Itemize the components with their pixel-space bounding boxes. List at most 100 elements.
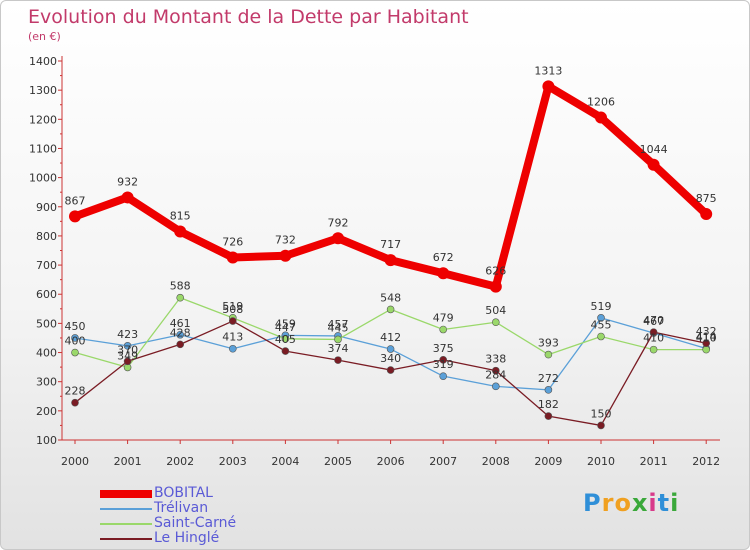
data-label-saint-carne: 410 (643, 332, 664, 345)
data-point-le-hingle (491, 366, 500, 375)
data-point-bobital (437, 267, 450, 280)
logo-letter: o (614, 489, 632, 517)
y-tick-label: 1300 (29, 84, 57, 97)
data-label-saint-carne: 588 (170, 280, 191, 293)
data-point-le-hingle (229, 317, 237, 325)
data-point-saint-carne (491, 318, 500, 327)
legend-swatch (100, 522, 152, 525)
data-label-saint-carne: 410 (696, 332, 717, 345)
y-tick-label: 700 (36, 259, 57, 272)
legend-item: Le Hinglé (100, 531, 236, 546)
data-label-bobital: 672 (433, 251, 454, 264)
data-label-saint-carne: 349 (117, 349, 138, 362)
data-point-saint-carne (281, 335, 290, 343)
data-label-bobital: 626 (485, 265, 506, 278)
x-tick-label: 2000 (61, 455, 89, 468)
data-point-saint-carne (649, 345, 658, 354)
data-point-le-hingle (439, 356, 448, 364)
x-tick-label: 2010 (587, 455, 615, 468)
legend-swatch (100, 537, 152, 540)
data-point-bobital (542, 80, 555, 93)
data-label-trelivan: 414 (696, 330, 717, 343)
proxiti-logo: Proxiti (583, 489, 679, 517)
data-point-bobital (647, 158, 660, 171)
data-point-saint-carne (386, 305, 395, 314)
data-point-trelivan (597, 314, 605, 322)
data-label-le-hingle: 182 (538, 398, 559, 411)
data-label-bobital: 792 (328, 216, 349, 229)
legend-swatch (100, 507, 152, 510)
unit-label: (en €) (28, 30, 61, 43)
data-label-trelivan: 461 (170, 317, 191, 330)
legend: BOBITAL Trélivan Saint-Carné Le Hinglé (100, 486, 236, 546)
x-tick-label: 2006 (377, 455, 405, 468)
data-point-trelivan (229, 344, 237, 353)
y-tick-label: 300 (36, 376, 57, 389)
data-label-le-hingle: 405 (275, 333, 296, 346)
data-label-le-hingle: 228 (65, 385, 86, 398)
data-point-le-hingle (702, 339, 711, 348)
x-tick-label: 2004 (271, 455, 299, 468)
data-point-bobital (174, 225, 187, 238)
data-label-le-hingle: 370 (117, 343, 138, 356)
data-point-saint-carne (176, 293, 184, 302)
data-point-trelivan (176, 330, 184, 339)
data-point-trelivan (386, 345, 395, 353)
data-label-bobital: 732 (275, 234, 296, 247)
data-point-saint-carne (544, 350, 553, 359)
y-tick-label: 500 (36, 317, 57, 330)
data-label-bobital: 1044 (640, 143, 668, 156)
x-tick-label: 2012 (692, 455, 720, 468)
data-label-le-hingle: 508 (222, 303, 243, 316)
data-label-saint-carne: 400 (65, 335, 86, 348)
data-point-saint-carne (334, 335, 342, 344)
data-point-bobital (226, 251, 239, 264)
data-point-saint-carne (439, 325, 448, 334)
data-point-trelivan (123, 342, 132, 350)
legend-item: BOBITAL (100, 486, 236, 501)
legend-swatch (100, 489, 152, 498)
data-point-saint-carne (597, 332, 605, 341)
data-label-le-hingle: 340 (380, 352, 401, 365)
y-tick-label: 600 (36, 288, 57, 301)
y-tick-label: 900 (36, 201, 57, 214)
data-point-bobital (700, 208, 713, 221)
data-label-saint-carne: 504 (485, 304, 506, 317)
logo-letter: P (583, 489, 602, 517)
data-label-le-hingle: 338 (485, 353, 506, 366)
data-label-saint-carne: 447 (275, 321, 296, 334)
y-tick-label: 1100 (29, 142, 57, 155)
data-label-bobital: 1206 (587, 96, 615, 109)
logo-letter: t (657, 489, 671, 517)
data-point-trelivan (544, 386, 553, 394)
data-point-bobital (279, 249, 292, 262)
data-point-saint-carne (702, 345, 711, 354)
y-tick-label: 1200 (29, 113, 57, 126)
data-label-trelivan: 467 (643, 315, 664, 328)
data-label-saint-carne: 393 (538, 337, 559, 350)
x-tick-label: 2008 (482, 455, 510, 468)
data-label-saint-carne: 519 (222, 300, 243, 313)
logo-letter: i (648, 489, 658, 517)
data-label-trelivan: 459 (275, 317, 296, 330)
data-point-saint-carne (71, 348, 79, 357)
data-label-trelivan: 519 (591, 300, 612, 313)
data-label-bobital: 875 (696, 192, 717, 205)
x-tick-label: 2005 (324, 455, 352, 468)
data-point-bobital (384, 254, 397, 267)
logo-letter: x (631, 489, 649, 517)
data-label-trelivan: 413 (222, 331, 243, 344)
data-label-le-hingle: 374 (328, 342, 349, 355)
data-label-le-hingle: 470 (643, 314, 664, 327)
y-tick-label: 200 (36, 405, 57, 418)
y-tick-label: 800 (36, 230, 57, 243)
legend-label: Trélivan (154, 500, 209, 516)
data-point-trelivan (491, 382, 500, 391)
data-label-le-hingle: 432 (696, 325, 717, 338)
y-tick-label: 100 (36, 434, 57, 447)
legend-label: Le Hinglé (154, 530, 220, 546)
x-tick-label: 2001 (114, 455, 142, 468)
data-point-le-hingle (386, 366, 395, 374)
y-tick-label: 1400 (29, 55, 57, 68)
